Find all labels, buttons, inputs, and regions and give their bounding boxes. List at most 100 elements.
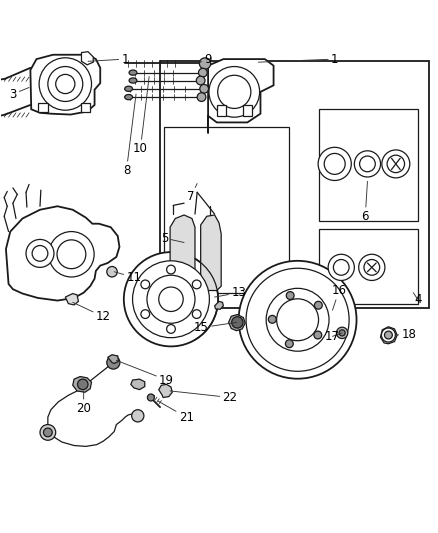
Circle shape [359,254,385,280]
Circle shape [314,301,322,309]
Circle shape [196,76,205,85]
Circle shape [266,288,329,351]
Circle shape [314,331,322,339]
Circle shape [239,261,357,379]
Polygon shape [30,55,100,115]
Text: 3: 3 [9,87,29,101]
Circle shape [232,317,243,328]
Circle shape [385,331,392,339]
Polygon shape [201,215,221,290]
Circle shape [328,254,354,280]
Bar [319,229,418,304]
Bar [160,61,428,308]
Text: 22: 22 [170,391,237,404]
Circle shape [166,325,175,333]
Circle shape [78,379,88,390]
Circle shape [198,68,207,77]
Polygon shape [243,105,252,116]
Circle shape [246,268,349,372]
Circle shape [132,410,144,422]
Text: 21: 21 [158,401,194,424]
Circle shape [141,310,150,318]
Text: 5: 5 [161,232,184,245]
Circle shape [339,330,345,336]
Circle shape [39,58,92,110]
Circle shape [277,299,318,341]
Circle shape [381,328,396,342]
Circle shape [148,394,154,401]
Polygon shape [208,59,274,133]
Text: 20: 20 [76,391,91,415]
Circle shape [382,150,410,178]
Circle shape [354,151,381,177]
Polygon shape [38,103,48,111]
Text: 18: 18 [396,328,417,341]
Polygon shape [65,294,78,305]
Polygon shape [81,103,90,111]
Circle shape [199,58,211,69]
Circle shape [49,231,94,277]
Circle shape [200,84,208,93]
Circle shape [318,147,351,181]
Circle shape [268,316,276,323]
Circle shape [364,260,380,275]
Circle shape [124,252,218,346]
Circle shape [141,280,150,289]
Circle shape [333,260,349,275]
Polygon shape [131,379,145,390]
Text: 13: 13 [215,286,246,299]
Text: 8: 8 [123,94,136,177]
Bar [319,109,418,221]
Circle shape [286,340,293,348]
Text: 10: 10 [133,77,149,155]
Ellipse shape [125,94,133,100]
Circle shape [218,75,251,108]
Circle shape [387,155,405,173]
Polygon shape [159,384,172,398]
Text: 16: 16 [332,284,346,310]
Polygon shape [6,206,120,301]
Circle shape [192,280,201,289]
Circle shape [197,93,206,101]
Text: 11: 11 [114,271,141,284]
Text: 19: 19 [117,360,174,386]
Ellipse shape [129,70,137,75]
Circle shape [48,67,83,101]
Circle shape [286,292,294,300]
Circle shape [209,67,260,117]
Circle shape [324,154,345,174]
Circle shape [147,275,195,323]
Circle shape [192,310,201,318]
Circle shape [43,428,52,437]
Text: 17: 17 [325,330,342,343]
Text: 15: 15 [194,321,237,334]
Text: 6: 6 [361,181,369,223]
Bar [164,127,289,293]
Circle shape [107,356,120,369]
Circle shape [57,240,86,269]
Polygon shape [73,376,92,392]
Text: 1: 1 [88,53,129,66]
Circle shape [336,327,348,338]
Text: 9: 9 [197,53,212,66]
Circle shape [56,75,75,94]
Text: 7: 7 [187,183,197,203]
Text: 1: 1 [258,53,339,66]
Polygon shape [217,105,226,116]
Text: 4: 4 [413,293,421,306]
Text: 12: 12 [73,302,111,323]
Polygon shape [108,354,119,364]
Polygon shape [81,52,93,65]
Circle shape [159,287,183,311]
Circle shape [26,239,54,268]
Circle shape [40,425,56,440]
Ellipse shape [129,78,137,83]
Polygon shape [170,215,195,293]
Circle shape [166,265,175,274]
Circle shape [32,246,48,261]
Polygon shape [381,327,397,344]
Ellipse shape [125,86,133,92]
Circle shape [107,266,117,277]
Polygon shape [215,302,223,309]
Polygon shape [229,314,245,330]
